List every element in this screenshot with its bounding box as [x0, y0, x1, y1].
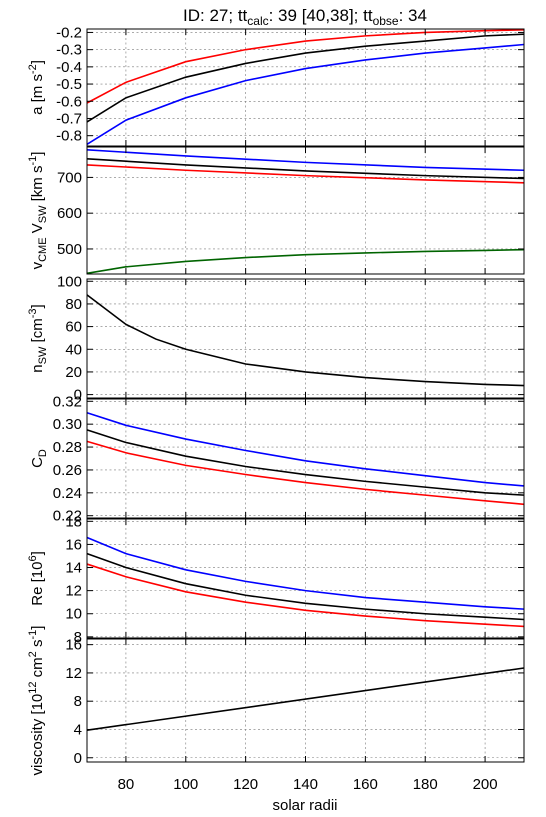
x-tick-label: 140 — [293, 776, 318, 793]
x-axis: 80 100 120 140 160 180 200 — [118, 776, 498, 793]
y-tick-label: 8 — [74, 629, 82, 646]
series-line-red — [86, 164, 525, 184]
y-tick-label: 500 — [57, 241, 82, 258]
y-tick-label: 0 — [74, 387, 82, 404]
series-line-black — [86, 552, 525, 621]
y-tick-label: 16 — [65, 536, 82, 553]
series-line-red — [86, 29, 525, 104]
y-tick-label: 10 — [65, 606, 82, 623]
title-text: ID: 27; tt — [183, 6, 248, 25]
y-tick-label: 12 — [65, 665, 82, 682]
y-tick-label: 8 — [74, 693, 82, 710]
y-tick-label: 4 — [74, 721, 82, 738]
y-tick-label: 100 — [57, 273, 82, 290]
series-line-black — [86, 667, 525, 731]
y-tick-label: -0.7 — [56, 110, 82, 127]
y-axis-label: Re [106] — [27, 551, 46, 606]
x-tick-label: 120 — [233, 776, 258, 793]
y-tick-label: 0.32 — [53, 393, 82, 410]
x-tick-label: 160 — [353, 776, 378, 793]
y-tick-label: -0.5 — [56, 76, 82, 93]
series-line-red — [86, 440, 525, 506]
y-tick-label: 0.28 — [53, 439, 82, 456]
panel-acceleration: -0.8-0.7-0.6-0.5-0.4-0.3-0.2 a [m s-2] — [27, 24, 525, 147]
y-tick-label: 0.24 — [53, 485, 82, 502]
y-tick-label: 18 — [65, 513, 82, 530]
x-tick-label: 180 — [413, 776, 438, 793]
series-line-black — [86, 429, 525, 496]
y-tick-label: -0.8 — [56, 128, 82, 145]
y-tick-label: 14 — [65, 560, 82, 577]
y-tick-label: 12 — [65, 583, 82, 600]
y-tick-label: -0.4 — [56, 59, 82, 76]
panels: -0.8-0.7-0.6-0.5-0.4-0.3-0.2 a [m s-2] 500… — [27, 24, 525, 793]
x-tick-label: 200 — [473, 776, 498, 793]
series-line-blue — [86, 149, 525, 172]
panel-reynolds: 8 10 12 14 16 18 Re [106] — [27, 513, 525, 646]
y-axis-label: viscosity [1012 cm2 s-1] — [27, 626, 46, 776]
y-tick-label: 16 — [65, 637, 82, 654]
y-tick-label: 0.30 — [53, 416, 82, 433]
y-axis-label: nSW [cm-3] — [27, 304, 49, 372]
y-axis-label: CD — [29, 449, 49, 468]
x-axis-label: solar radii — [272, 797, 337, 814]
y-axis-label: vCME VSW [km s-1] — [27, 152, 49, 270]
y-tick-label: 40 — [65, 341, 82, 358]
series-line-red — [86, 563, 525, 628]
y-axis-label: a [m s-2] — [27, 60, 46, 115]
panel-drag: 0.22 0.24 0.26 0.28 0.30 0.32 CD — [29, 393, 525, 525]
y-tick-label: -0.2 — [56, 24, 82, 41]
title-subscript: obse — [373, 14, 399, 28]
y-tick-label: 700 — [57, 169, 82, 186]
title-text: : 34 — [399, 6, 427, 25]
y-tick-label: 600 — [57, 205, 82, 222]
series-line-black — [86, 33, 525, 123]
y-tick-label: 20 — [65, 364, 82, 381]
y-tick-label: 0.26 — [53, 462, 82, 479]
y-tick-label: -0.3 — [56, 42, 82, 59]
x-tick-label: 80 — [118, 776, 135, 793]
y-tick-label: 60 — [65, 319, 82, 336]
series-line-black — [86, 294, 525, 387]
y-tick-label: 0 — [74, 750, 82, 767]
series-line-blue — [86, 536, 525, 610]
panel-viscosity: 0 4 8 12 16 viscosity [1012 cm2 s-1] — [27, 626, 525, 776]
series-line-black — [86, 158, 525, 180]
title-subscript: calc — [247, 14, 268, 28]
series-line-green — [86, 248, 525, 275]
y-tick-label: -0.6 — [56, 93, 82, 110]
series-line-blue — [86, 43, 525, 145]
series-line-blue — [86, 411, 525, 487]
y-tick-label: 80 — [65, 296, 82, 313]
panel-speeds: 500 600 700 vCME VSW [km s-1] — [27, 146, 525, 275]
figure-title: ID: 27; ttcalc: 39 [40,38]; ttobse: 34 — [183, 6, 427, 28]
x-tick-label: 100 — [173, 776, 198, 793]
title-text: : 39 [40,38]; tt — [269, 6, 373, 25]
y-tick-label: 0.22 — [53, 508, 82, 525]
panel-density: 0 20 40 60 80 100 nSW [cm-3] — [27, 273, 525, 404]
